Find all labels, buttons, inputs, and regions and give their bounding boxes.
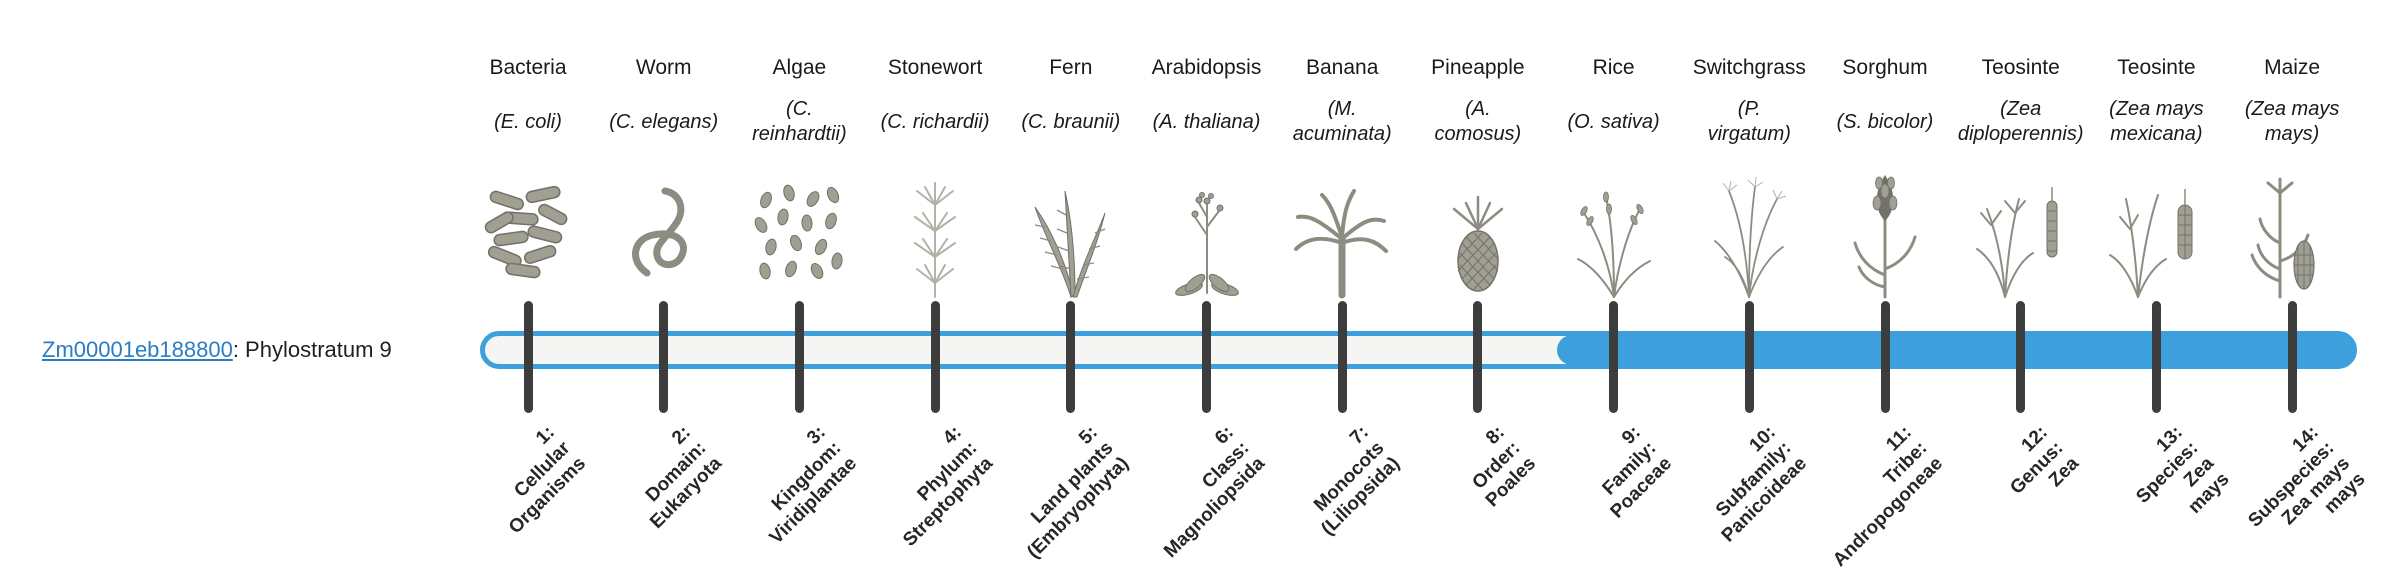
worm-icon [589, 163, 739, 305]
organism-column: Teosinte (Zea mays mexicana) 13: Species: Z… [2081, 0, 2234, 580]
organism-scientific-name: (A. comosus) [1403, 90, 1553, 154]
organism-scientific-name-line: (S. bicolor) [1836, 110, 1934, 133]
timeline-bar-fill [1556, 335, 2355, 365]
organism-scientific-name: (S. bicolor) [1810, 90, 1960, 154]
organism-scientific-name: (E. coli) [453, 90, 603, 154]
organism-scientific-name: (A. thaliana) [1132, 90, 1282, 154]
organism-scientific-name-line: (A. [1465, 98, 1491, 120]
organism-name: Arabidopsis [1151, 56, 1262, 79]
stratum-tick [2287, 301, 2297, 413]
organism-name: Algae [772, 56, 827, 79]
organism-column: Algae (C. reinhardtii) 3: Kingdom: Viridipl… [724, 0, 874, 580]
stratum-tick [1473, 301, 1483, 413]
stratum-tick [1744, 301, 1754, 413]
phylostratum-text: : Phylostratum 9 [232, 337, 392, 362]
organism-name: Sorghum [1842, 56, 1928, 79]
stratum-tick [1066, 301, 1076, 413]
organism-column: Stonewort (C. richardii) 4: Phylum: Strept… [860, 0, 1010, 580]
organism-scientific-name-line: comosus) [1434, 123, 1522, 145]
stratum-tick [1337, 301, 1347, 413]
teosinte-diploperennis-icon [1946, 163, 2096, 305]
organism-column: Rice (O. sativa) 9: Family: Poaceae [1539, 0, 1689, 580]
organism-scientific-name: (P. virgatum) [1674, 90, 1824, 154]
teosinte-mexicana-icon [2081, 163, 2231, 305]
organism-scientific-name-line: (Zea [2000, 98, 2042, 120]
organism-column: Teosinte (Zea diploperennis) 12: Genus: Zea [1946, 0, 2096, 580]
stratum-tick [1880, 301, 1890, 413]
organism-scientific-name-line: reinhardtii) [752, 123, 847, 145]
organism-name: Banana [1305, 56, 1379, 79]
organism-scientific-name-line: (M. [1327, 98, 1357, 120]
organism-scientific-name: (O. sativa) [1539, 90, 1689, 154]
stratum-tick [2151, 301, 2161, 413]
organism-column: Maize (Zea mays mays) 14: Subspecies: Zea m… [2217, 0, 2369, 580]
organism-name: Bacteria [489, 56, 567, 79]
organism-scientific-name-line: mexicana) [2110, 123, 2203, 145]
organism-column: Arabidopsis (A. thaliana) 6: Class: Magnol… [1132, 0, 1282, 580]
fern-icon [996, 163, 1146, 305]
organism-scientific-name: (M. acuminata) [1267, 90, 1417, 154]
organism-scientific-name-line: (P. [1737, 98, 1761, 120]
maize-icon [2217, 163, 2367, 305]
organism-scientific-name: (Zea mays mays) [2217, 90, 2367, 154]
gene-id-link[interactable]: Zm00001eb188800 [42, 337, 233, 362]
organism-name: Fern [1049, 56, 1093, 79]
stratum-tick [794, 301, 804, 413]
organism-name: Teosinte [1981, 56, 2060, 79]
organism-scientific-name: (Zea mays mexicana) [2081, 90, 2231, 154]
organism-scientific-name-line: (C. elegans) [609, 110, 719, 133]
organism-scientific-name-line: (A. thaliana) [1152, 110, 1261, 133]
organism-column: Banana (M. acuminata) 7: Monocots (Liliopsi… [1267, 0, 1417, 580]
organism-scientific-name-line: (Zea mays [2109, 98, 2204, 120]
organism-name: Pineapple [1431, 56, 1525, 79]
organism-column: Fern (C. braunii) 5: Land plants (Embryoph… [996, 0, 1146, 580]
switchgrass-icon [1674, 163, 1824, 305]
stratum-tick [1202, 301, 1211, 413]
organism-name: Switchgrass [1692, 56, 1806, 79]
organism-column: Pineapple (A. comosus) 8: Order: Poales [1403, 0, 1553, 580]
banana-icon [1267, 163, 1417, 305]
organism-column: Sorghum (S. bicolor) 11: Tribe: Andropogon… [1810, 0, 1960, 580]
bacteria-icon [453, 163, 603, 305]
stratum-tick [2016, 301, 2026, 413]
sorghum-icon [1810, 163, 1960, 305]
organism-column: Worm (C. elegans) 2: Domain: Eukaryota [589, 0, 739, 580]
organism-name: Teosinte [2117, 56, 2196, 79]
organism-name: Maize [2264, 56, 2321, 79]
organism-scientific-name: (C. reinhardtii) [724, 90, 874, 154]
stratum-tick [1609, 301, 1619, 413]
organism-scientific-name-line: mays) [2264, 123, 2320, 145]
organism-scientific-name-line: diploperennis) [1957, 123, 2084, 145]
organism-scientific-name: (Zea diploperennis) [1946, 90, 2096, 154]
organism-scientific-name-line: (E. coli) [494, 110, 562, 133]
rice-icon [1539, 163, 1689, 305]
organism-column: Bacteria (E. coli) 1: Cellular Organisms [453, 0, 603, 580]
organism-scientific-name-line: (C. richardii) [880, 110, 990, 133]
organism-name: Stonewort [887, 56, 983, 79]
stratum-tick [659, 301, 669, 413]
organism-column: Switchgrass (P. virgatum) 10: Subfamily: Pa… [1674, 0, 1824, 580]
organism-name: Worm [635, 56, 692, 79]
organism-scientific-name-line: (C. [786, 98, 813, 120]
organism-scientific-name-line: virgatum) [1707, 123, 1791, 145]
organism-scientific-name-line: (Zea mays [2244, 98, 2340, 120]
organism-name: Rice [1592, 56, 1635, 79]
organism-scientific-name-line: acuminata) [1292, 123, 1392, 145]
gene-label: Zm00001eb188800: Phylostratum 9 [42, 337, 392, 363]
organism-scientific-name: (C. richardii) [860, 90, 1010, 154]
arabidopsis-icon [1132, 163, 1282, 305]
organism-scientific-name: (C. elegans) [589, 90, 739, 154]
stratum-tick [523, 301, 533, 413]
pineapple-icon [1403, 163, 1553, 305]
stonewort-icon [860, 163, 1010, 305]
organism-scientific-name: (C. braunii) [996, 90, 1146, 154]
organism-scientific-name-line: (O. sativa) [1567, 110, 1660, 133]
organism-scientific-name-line: (C. braunii) [1021, 110, 1121, 133]
stratum-tick [930, 301, 940, 413]
algae-icon [724, 163, 874, 305]
